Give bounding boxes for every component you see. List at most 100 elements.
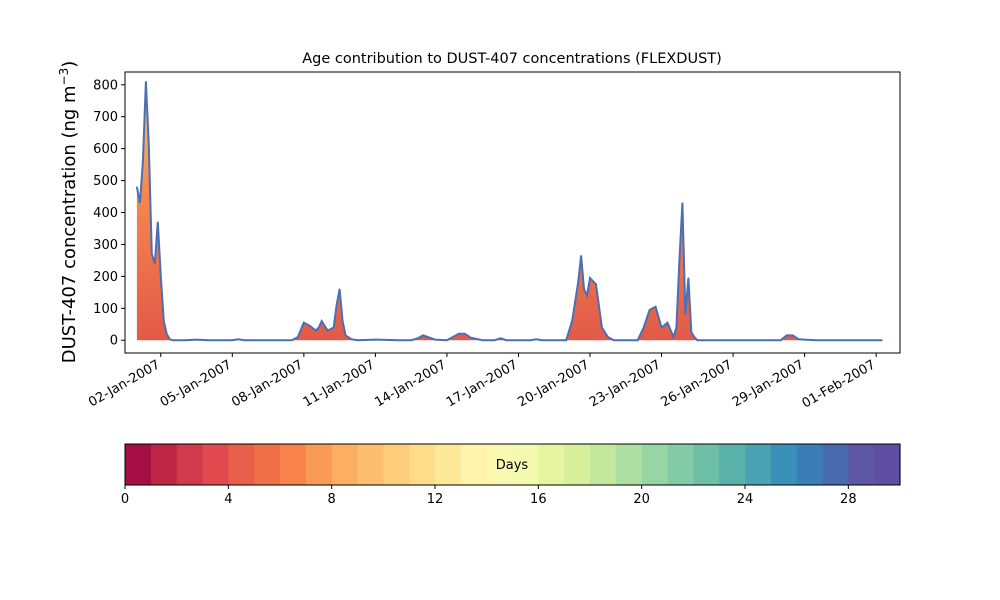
data-point	[660, 326, 663, 329]
data-point	[172, 339, 174, 341]
y-tick-label: 200	[93, 270, 118, 285]
colorbar-tick-label: 20	[633, 492, 650, 507]
data-point	[309, 325, 311, 327]
series-line	[135, 81, 883, 342]
data-point	[565, 339, 567, 341]
data-point	[583, 288, 585, 290]
data-point	[607, 336, 609, 338]
data-point	[815, 339, 818, 341]
data-point	[589, 277, 591, 279]
data-point	[416, 338, 418, 340]
data-point	[517, 339, 520, 341]
data-point	[157, 221, 159, 223]
data-point	[345, 334, 347, 336]
y-tick-label: 0	[110, 334, 118, 349]
data-point	[571, 320, 573, 322]
data-point	[804, 339, 806, 341]
data-point	[255, 339, 257, 341]
x-tick-label: 01-Feb-2007	[800, 357, 879, 411]
data-point	[136, 186, 138, 188]
chart-title: Age contribution to DUST-407 concentrati…	[302, 51, 722, 67]
data-point	[145, 81, 147, 83]
data-point	[637, 339, 639, 341]
data-point	[422, 334, 424, 336]
colorbar-segment	[228, 444, 255, 485]
colorbar-segment	[615, 444, 643, 485]
data-point	[601, 326, 603, 329]
x-tick-label: 26-Jan-2007	[658, 357, 735, 410]
colorbar-segment	[125, 444, 152, 485]
data-point	[678, 259, 681, 261]
y-tick-label: 300	[93, 238, 118, 253]
colorbar-label: Days	[496, 458, 529, 473]
data-point	[529, 339, 532, 341]
data-point	[154, 263, 156, 265]
plot-area	[135, 81, 883, 342]
colorbar-segment	[357, 444, 384, 485]
data-point	[470, 337, 472, 339]
data-point	[786, 334, 788, 336]
x-tick-label: 05-Jan-2007	[158, 357, 235, 410]
y-tick-label: 800	[93, 78, 118, 93]
data-point	[398, 339, 400, 341]
data-point	[792, 334, 794, 336]
colorbar-segment	[641, 444, 669, 485]
data-point	[169, 338, 171, 340]
data-point	[535, 338, 537, 340]
colorbar-segment	[745, 444, 772, 485]
colorbar-tick-label: 12	[427, 492, 444, 507]
colorbar-segment	[538, 444, 565, 485]
data-point	[675, 326, 678, 329]
colorbar-segment	[305, 444, 333, 485]
colorbar-segment	[667, 444, 694, 485]
colorbar-segment	[331, 444, 359, 485]
data-point	[672, 336, 675, 338]
data-point	[684, 314, 687, 316]
data-point	[195, 339, 198, 341]
x-tick-label: 20-Jan-2007	[515, 357, 592, 410]
data-point	[336, 304, 338, 306]
colorbar-segment	[254, 444, 281, 485]
data-point	[434, 339, 436, 341]
data-point	[452, 336, 454, 338]
data-point	[160, 275, 162, 277]
colorbar-tick-label: 4	[224, 492, 232, 507]
data-point	[690, 331, 692, 333]
data-point	[613, 339, 615, 341]
data-point	[687, 277, 690, 279]
colorbar-segment	[202, 444, 229, 485]
colorbar-segment	[848, 444, 875, 485]
data-point	[827, 339, 830, 341]
data-point	[207, 339, 210, 341]
data-point	[649, 309, 651, 311]
data-point	[580, 255, 582, 257]
colorbar-segment	[719, 444, 746, 485]
colorbar-segment	[280, 444, 307, 485]
y-tick-label: 400	[93, 206, 118, 221]
data-point	[339, 288, 341, 290]
data-point	[410, 339, 412, 341]
colorbar-tick-label: 24	[737, 492, 754, 507]
data-point	[315, 330, 317, 332]
colorbar-segment	[796, 444, 824, 485]
y-axis-label-sup: −3	[57, 68, 71, 86]
data-point	[139, 202, 141, 204]
x-tick-label: 02-Jan-2007	[86, 357, 163, 410]
colorbar-tick-label: 0	[121, 492, 129, 507]
data-point	[702, 339, 704, 341]
data-point	[243, 339, 245, 341]
colorbar-segment	[383, 444, 410, 485]
data-point	[318, 326, 320, 329]
data-point	[464, 333, 466, 335]
colorbar-segment	[486, 444, 514, 485]
colorbar-segment	[512, 444, 539, 485]
data-point	[505, 339, 508, 341]
data-point	[178, 339, 180, 341]
data-point	[184, 339, 186, 341]
data-point	[756, 339, 758, 341]
data-point	[142, 160, 144, 162]
colorbar-segment	[435, 444, 462, 485]
colorbar-segment	[590, 444, 617, 485]
colorbar: 0 4 8 12 16 20 24 28	[121, 444, 901, 507]
data-point	[350, 338, 353, 340]
